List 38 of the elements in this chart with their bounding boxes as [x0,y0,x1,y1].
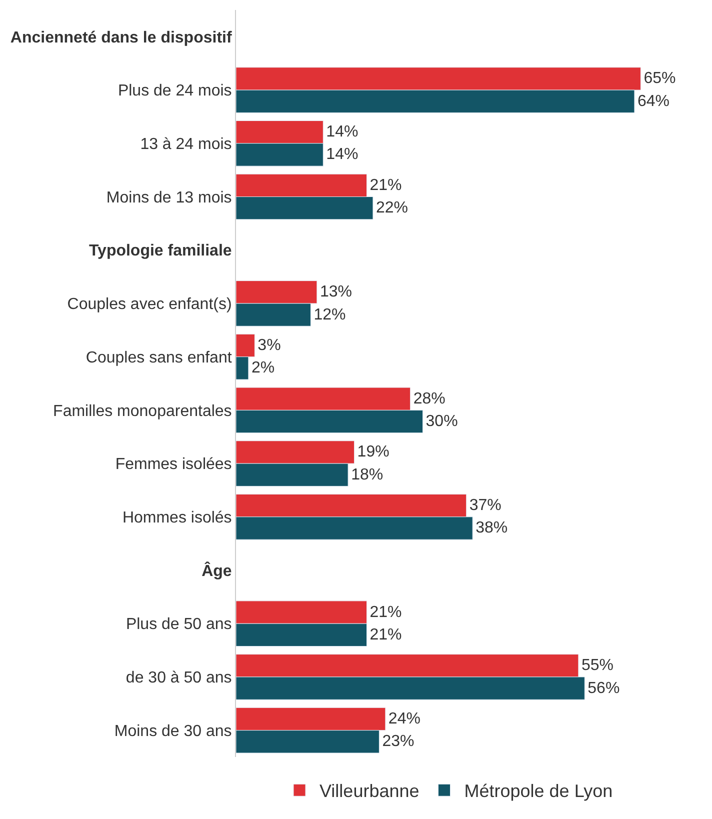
data-label: 21% [370,626,402,644]
data-label: 24% [388,710,420,728]
data-label: 18% [351,466,384,484]
data-label: 13% [320,284,352,301]
data-label: 21% [370,604,402,621]
data-label: 3% [258,336,281,354]
data-label: 37% [469,497,502,514]
data-label: 19% [357,444,390,461]
data-label: 22% [376,200,408,217]
data-label: 23% [382,733,414,750]
data-label: 12% [314,306,346,324]
y-tick-label: Couples sans enfant [86,349,232,366]
y-tick-label: 13 à 24 mois [140,136,232,153]
y-tick-label: Typologie familiale [88,242,232,260]
data-label: 2% [251,360,275,377]
y-tick-label: Moins de 30 ans [114,722,232,740]
data-label: 64% [637,92,670,110]
y-tick-label: Ancienneté dans le dispositif [10,29,232,46]
y-tick-label: Moins de 13 mois [106,189,232,206]
data-label: 55% [581,657,614,674]
y-tick-label: de 30 à 50 ans [126,670,232,687]
data-label: 14% [326,146,358,164]
y-tick-label: Plus de 24 mois [118,82,232,100]
y-tick-label: Hommes isolés [122,509,232,526]
data-label: 30% [426,413,458,430]
y-tick-label: Couples avec enfant(s) [67,296,232,314]
y-tick-label: Femmes isolées [115,456,232,474]
data-label: 38% [476,520,508,537]
data-label: 14% [326,124,358,141]
y-tick-label: Plus de 50 ans [126,616,232,634]
y-tick-label: Familles monoparentales [53,402,232,420]
data-label: 56% [588,680,620,697]
legend-label: Métropole de Lyon [464,781,613,802]
legend-label: Villeurbanne [320,781,420,802]
data-label: 21% [370,176,402,194]
y-tick-label: Âge [202,560,232,580]
data-label: 28% [413,390,446,408]
data-label: 65% [644,70,676,88]
